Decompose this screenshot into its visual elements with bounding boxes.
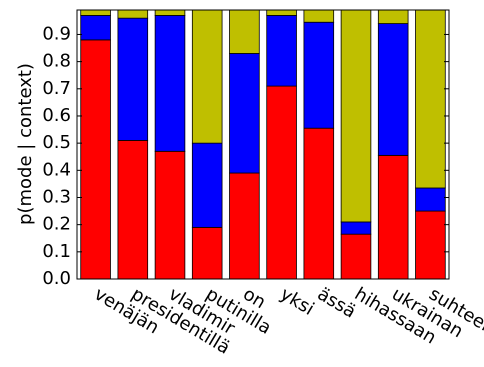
plot-frame: [76, 9, 450, 280]
y-tick-label: 0.5: [42, 132, 71, 153]
bar-segment: [266, 85, 297, 279]
bar-segment: [191, 226, 223, 279]
bar-segment: [303, 127, 335, 279]
y-tick-label: 0.3: [42, 186, 71, 207]
bar-segment: [303, 21, 335, 129]
y-tick-label: 0.9: [42, 23, 71, 44]
bar-segment: [117, 10, 149, 19]
bar-segment: [266, 10, 297, 16]
x-tick-label: ässä: [314, 284, 360, 323]
bar-segment: [80, 10, 111, 16]
bar-segment: [415, 10, 446, 189]
bar-segment: [80, 15, 111, 41]
bar-segment: [340, 10, 372, 223]
bar-segment: [340, 233, 372, 279]
y-tick-label: 0.6: [42, 105, 71, 126]
bar-segment: [415, 187, 446, 212]
bar-segment: [377, 10, 409, 24]
bar-segment: [154, 150, 186, 279]
plot-area: [80, 10, 446, 279]
bar-segment: [340, 221, 372, 235]
bar-segment: [377, 154, 409, 279]
y-tick-label: 0.4: [42, 159, 71, 180]
bar-segment: [191, 142, 223, 228]
bar-segment: [303, 10, 335, 23]
bar-segment: [415, 210, 446, 279]
bar-segment: [117, 140, 149, 279]
bar-segment: [377, 23, 409, 156]
y-tick-label: 0.7: [42, 78, 71, 99]
bar-segment: [229, 172, 260, 279]
y-axis-label: p(mode | context): [15, 63, 36, 225]
bar-segment: [154, 15, 186, 152]
y-tick-label: 0.8: [42, 51, 71, 72]
bar-segment: [80, 39, 111, 279]
bar-segment: [191, 10, 223, 144]
bar-segment: [229, 10, 260, 54]
bar-segment: [154, 10, 186, 16]
bar-segment: [117, 17, 149, 141]
y-tick-label: 0.1: [42, 241, 71, 262]
x-tick-label: yksi: [276, 284, 317, 320]
bar-segment: [229, 53, 260, 174]
y-tick-label: 0.0: [42, 268, 71, 289]
y-tick-label: 0.2: [42, 214, 71, 235]
bar-segment: [266, 15, 297, 87]
